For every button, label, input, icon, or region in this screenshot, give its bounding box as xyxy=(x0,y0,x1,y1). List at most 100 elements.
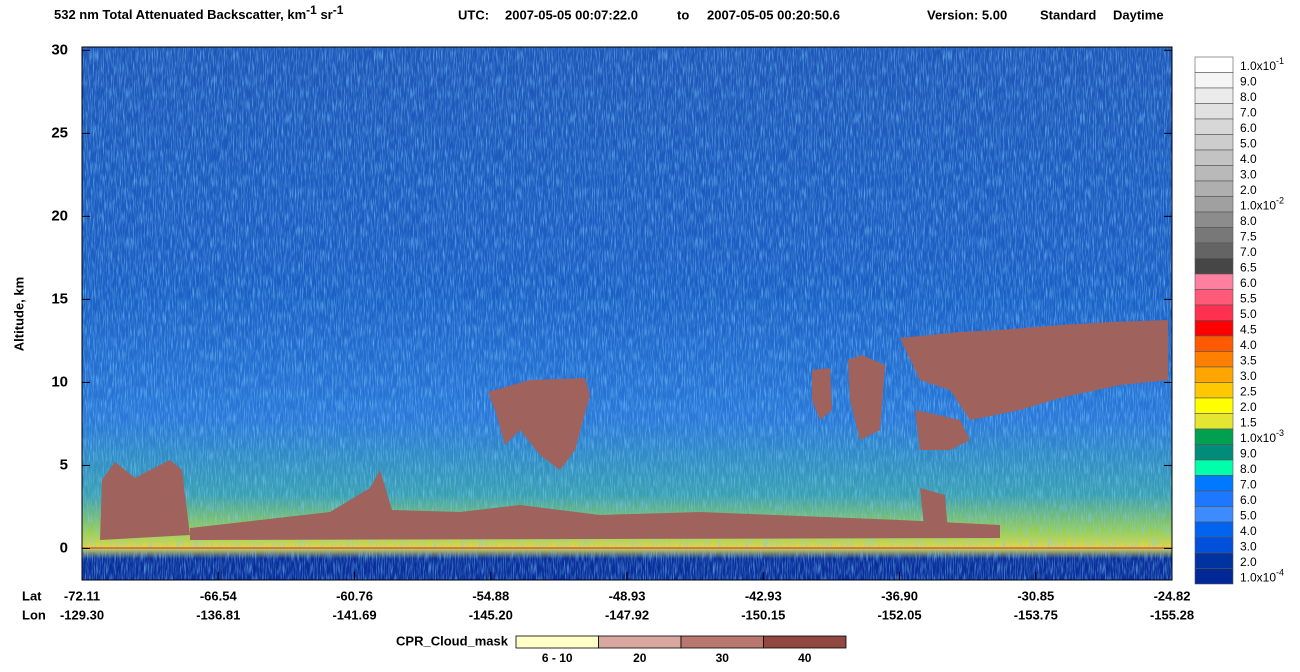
colorbar-swatch xyxy=(1194,273,1234,290)
y-tick-label: 5 xyxy=(60,456,68,473)
colorbar-label-text: 6.0 xyxy=(1240,493,1257,507)
lat-label: -42.93 xyxy=(745,588,782,603)
cpr-swatch xyxy=(763,635,847,649)
curtain xyxy=(81,46,1173,581)
lat-label: -48.93 xyxy=(609,588,646,603)
colorbar-swatch xyxy=(1194,490,1234,507)
cpr-swatch xyxy=(598,635,682,649)
lat-label: -36.90 xyxy=(881,588,918,603)
colorbar-swatch xyxy=(1194,320,1234,337)
y-axis: 0 5 10 15 20 25 30 xyxy=(51,41,1172,556)
colorbar-swatch xyxy=(1194,289,1234,306)
colorbar-label-text: 2.0 xyxy=(1240,400,1257,414)
cloud xyxy=(920,488,948,535)
lat-label: -30.85 xyxy=(1017,588,1054,603)
colorbar-swatch xyxy=(1194,211,1234,228)
title-text: sr xyxy=(317,7,333,22)
colorbar-swatch xyxy=(1194,134,1234,151)
lat-row-label: Lat xyxy=(22,588,42,603)
colorbar-label-text: 2.0 xyxy=(1240,183,1257,197)
colorbar-label-text: 4.0 xyxy=(1240,338,1257,352)
colorbar-label-text: 1.0x10 xyxy=(1240,198,1276,212)
colorbar-label-text: 1.0x10 xyxy=(1240,431,1276,445)
colorbar-swatch xyxy=(1194,413,1234,430)
colorbar-label: 5.5 xyxy=(1240,291,1257,305)
lon-label: -129.30 xyxy=(60,607,104,622)
colorbar-label: 2.0 xyxy=(1240,183,1257,197)
title-main: 532 nm Total Attenuated Backscatter, km-… xyxy=(54,3,344,22)
lon-label: -141.69 xyxy=(332,607,376,622)
lon-label: -150.15 xyxy=(741,607,785,622)
cloud xyxy=(812,368,832,420)
colorbar-label: 8.0 xyxy=(1240,90,1257,104)
cpr-legend-title: CPR_Cloud_mask xyxy=(396,633,509,648)
colorbar-swatch xyxy=(1194,521,1234,538)
colorbar-swatch xyxy=(1194,459,1234,476)
colorbar-swatch xyxy=(1194,397,1234,414)
colorbar-label-text: 8.0 xyxy=(1240,214,1257,228)
colorbar-label: 6.0 xyxy=(1240,276,1257,290)
utc-label: UTC: xyxy=(458,7,489,22)
colorbar-label: 3.0 xyxy=(1240,167,1257,181)
y-tick-label: 15 xyxy=(51,290,68,307)
cloud xyxy=(900,320,1168,420)
colorbar-label: 2.5 xyxy=(1240,384,1257,398)
colorbar-label-text: 5.0 xyxy=(1240,508,1257,522)
colorbar-swatch xyxy=(1194,258,1234,275)
cloud xyxy=(915,410,970,450)
colorbar-label: 3.5 xyxy=(1240,353,1257,367)
colorbar-swatch xyxy=(1194,335,1234,352)
title-sup: -1 xyxy=(333,3,344,17)
colorbar-swatch xyxy=(1194,118,1234,135)
colorbar-label-text: 5.0 xyxy=(1240,307,1257,321)
lon-label: -136.81 xyxy=(196,607,240,622)
colorbar-label-exp: -4 xyxy=(1276,568,1284,578)
colorbar-label: 1.5 xyxy=(1240,415,1257,429)
lat-label: -66.54 xyxy=(200,588,238,603)
colorbar-label: 6.0 xyxy=(1240,121,1257,135)
cpr-label: 30 xyxy=(716,651,730,665)
y-tick-label: 25 xyxy=(51,124,68,141)
x-axis: Lat Lon -72.11 -129.30 -66.54 -136.81 -60.76… xyxy=(22,572,1194,622)
colorbar-label-text: 5.5 xyxy=(1240,291,1257,305)
y-tick-label: 20 xyxy=(51,207,68,224)
colorbar-swatch xyxy=(1194,227,1234,244)
colorbar-label-text: 3.5 xyxy=(1240,353,1257,367)
colorbar-label: 1.0x10-2 xyxy=(1240,196,1284,213)
colorbar-label-text: 9.0 xyxy=(1240,74,1257,88)
colorbar-swatch xyxy=(1194,87,1234,104)
colorbar-label: 1.0x10-4 xyxy=(1240,568,1284,585)
colorbar-label: 1.0x10-3 xyxy=(1240,428,1284,445)
cpr-swatch xyxy=(680,635,764,649)
colorbar-label: 3.0 xyxy=(1240,369,1257,383)
lat-label: -60.76 xyxy=(336,588,373,603)
backscatter-texture xyxy=(82,47,1172,580)
colorbar-label-exp: -3 xyxy=(1276,428,1284,438)
colorbar-label: 9.0 xyxy=(1240,446,1257,460)
colorbar-swatch xyxy=(1194,568,1234,585)
colorbar-label-text: 2.0 xyxy=(1240,555,1257,569)
cpr-label: 6 - 10 xyxy=(542,651,573,665)
utc-to: to xyxy=(677,7,689,22)
cpr-label: 40 xyxy=(798,651,812,665)
colorbar-label: 4.0 xyxy=(1240,338,1257,352)
colorbar-label-text: 1.0x10 xyxy=(1240,570,1276,584)
colorbar-label-exp: -2 xyxy=(1276,196,1284,206)
colorbar-label: 2.0 xyxy=(1240,555,1257,569)
daytime: Daytime xyxy=(1113,7,1164,22)
title-sup: -1 xyxy=(306,3,317,17)
colorbar-swatch xyxy=(1194,242,1234,259)
product: Standard xyxy=(1040,7,1096,22)
cpr-label: 20 xyxy=(633,651,647,665)
colorbar-label: 7.0 xyxy=(1240,477,1257,491)
lon-label: -147.92 xyxy=(605,607,649,622)
colorbar-label-text: 4.0 xyxy=(1240,152,1257,166)
colorbar-label: 5.0 xyxy=(1240,136,1257,150)
colorbar-swatch xyxy=(1194,552,1234,569)
lon-row-label: Lon xyxy=(22,607,46,622)
colorbar-label-text: 3.0 xyxy=(1240,539,1257,553)
colorbar-label: 6.5 xyxy=(1240,260,1257,274)
lon-label: -152.05 xyxy=(877,607,921,622)
colorbar-swatch xyxy=(1194,165,1234,182)
